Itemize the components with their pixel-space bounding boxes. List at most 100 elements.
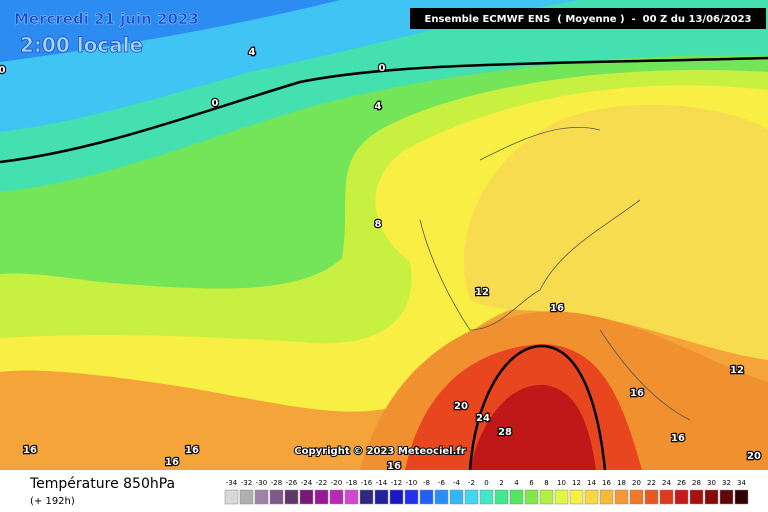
scale-label: -2 (468, 479, 475, 487)
scale-swatch (404, 489, 419, 505)
contour-label: 12 (475, 287, 489, 298)
scale-swatch (614, 489, 629, 505)
contour-label: 4 (375, 101, 382, 112)
contour-label: 0 (0, 65, 6, 76)
scale-label: 24 (662, 479, 671, 487)
scale-swatch (344, 489, 359, 505)
temperature-field (0, 0, 768, 471)
scale-label: 8 (544, 479, 548, 487)
scale-label: -24 (301, 479, 313, 487)
contour-label: 16 (630, 388, 644, 399)
scale-swatch (674, 489, 689, 505)
scale-label: -28 (271, 479, 282, 487)
scale-label: 4 (514, 479, 519, 487)
legend-subtitle: (+ 192h) (30, 496, 75, 507)
scale-swatch (389, 489, 404, 505)
scale-label: -8 (423, 479, 430, 487)
contour-label: 20 (747, 451, 761, 462)
scale-swatch (584, 489, 599, 505)
scale-label: 18 (617, 479, 626, 487)
scale-swatch (224, 489, 239, 505)
scale-label: -30 (256, 479, 267, 487)
copyright: Copyright © 2023 Meteociel.fr (294, 446, 465, 457)
scale-label: 10 (557, 479, 566, 487)
scale-swatch (479, 489, 494, 505)
color-scale: -34 -32 -30 -28 -26 -24 -22 -20 -18 -16 -14 -12 -10-… (224, 479, 749, 505)
model-box (410, 8, 766, 29)
date-title: Mercredi 21 juin 2023 (14, 10, 199, 28)
contour-label: 16 (23, 445, 37, 456)
legend-title: Température 850hPa (29, 476, 175, 492)
contour-label: 28 (498, 427, 512, 438)
scale-swatch (494, 489, 509, 505)
scale-label: -26 (286, 479, 298, 487)
scale-swatch (659, 489, 674, 505)
scale-swatch (644, 489, 659, 505)
scale-label: 32 (722, 479, 731, 487)
scale-swatch (689, 489, 704, 505)
scale-swatch (719, 489, 734, 505)
scale-swatch (299, 489, 314, 505)
scale-label: -16 (361, 479, 373, 487)
contour-label: 24 (476, 413, 490, 424)
contour-label: 16 (550, 303, 564, 314)
scale-swatch (239, 489, 254, 505)
contour-label: 0 (379, 63, 386, 74)
scale-swatch (524, 489, 539, 505)
contour-label: 16 (185, 445, 199, 456)
scale-swatch (359, 489, 374, 505)
scale-label: -34 (226, 479, 238, 487)
contour-label: 4 (249, 47, 256, 58)
contour-label: 12 (730, 365, 744, 376)
scale-label: -12 (391, 479, 402, 487)
model-title: Ensemble ECMWF ENS ( Moyenne ) - 00 Z du… (425, 14, 752, 25)
scale-label: -18 (346, 479, 357, 487)
contour-label: 8 (375, 219, 382, 230)
scale-swatch (329, 489, 344, 505)
scale-swatch (284, 489, 299, 505)
scale-swatch (509, 489, 524, 505)
scale-swatch (314, 489, 329, 505)
scale-label: 14 (587, 479, 596, 487)
scale-swatch (734, 489, 749, 505)
scale-label: 28 (692, 479, 701, 487)
scale-swatch (269, 489, 284, 505)
scale-label: -22 (316, 479, 327, 487)
scale-label: -14 (376, 479, 388, 487)
scale-label: -4 (453, 479, 461, 487)
scale-swatch (554, 489, 569, 505)
scale-swatch (374, 489, 389, 505)
scale-label: -32 (241, 479, 252, 487)
contour-label: 16 (165, 457, 179, 468)
scale-swatch (599, 489, 614, 505)
scale-label: 6 (529, 479, 534, 487)
scale-label: -10 (406, 479, 417, 487)
scale-label: -6 (438, 479, 446, 487)
scale-swatch (569, 489, 584, 505)
scale-swatch (464, 489, 479, 505)
contour-label: 20 (454, 401, 468, 412)
contour-label: 0 (212, 98, 219, 109)
scale-swatch (629, 489, 644, 505)
scale-label: -20 (331, 479, 342, 487)
contour-labels: 0 4 0 0 4 8 12 16 12 16 16 20 24 28 16 1… (0, 46, 762, 473)
scale-label: 34 (737, 479, 746, 487)
contour-label: 16 (671, 433, 685, 444)
scale-label: 0 (484, 479, 488, 487)
scale-swatch (539, 489, 554, 505)
scale-swatch (419, 489, 434, 505)
scale-swatch (449, 489, 464, 505)
scale-label: 20 (632, 479, 641, 487)
scale-label: 26 (677, 479, 686, 487)
scale-label: 22 (647, 479, 656, 487)
scale-swatch (434, 489, 449, 505)
scale-swatch (254, 489, 269, 505)
scale-swatch (704, 489, 719, 505)
scale-label: 2 (499, 479, 503, 487)
scale-label: 16 (602, 479, 611, 487)
local-time: 2:00 locale (20, 33, 143, 57)
scale-label: 12 (572, 479, 581, 487)
scale-label: 30 (707, 479, 716, 487)
contour-label: 16 (387, 461, 401, 472)
